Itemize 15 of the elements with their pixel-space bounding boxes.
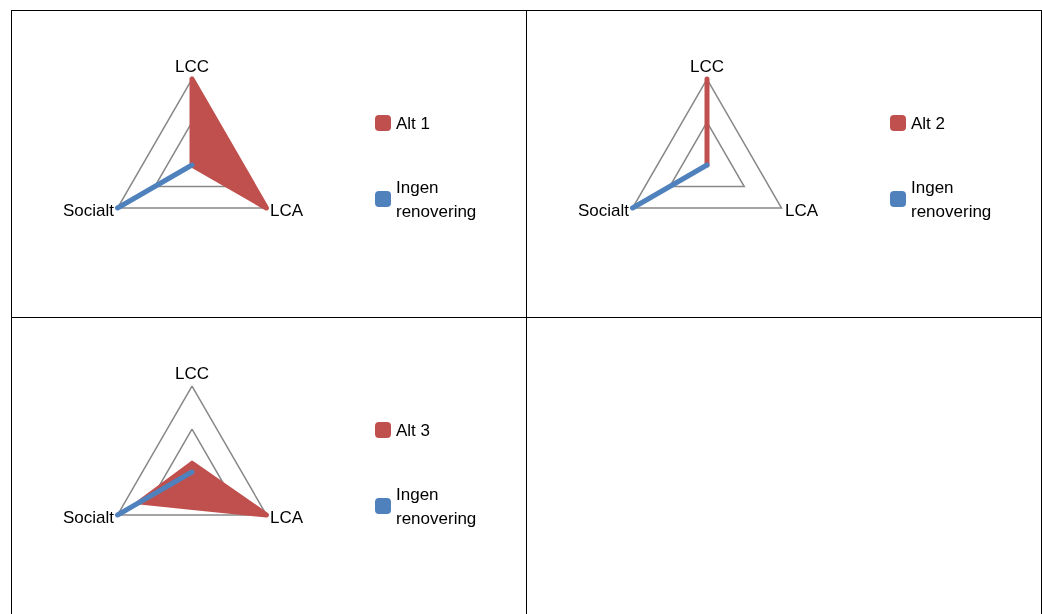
spoke-label: Socialt bbox=[63, 200, 115, 220]
spoke-label: Socialt bbox=[578, 200, 630, 220]
legend-label: Alt 2 bbox=[911, 113, 946, 133]
spoke-label: LCA bbox=[269, 507, 304, 527]
legend-label: Ingen renovering bbox=[396, 484, 477, 528]
spoke-label: LCA bbox=[269, 200, 304, 220]
spoke-label: LCC bbox=[174, 57, 210, 76]
legend-label: Alt 3 bbox=[396, 420, 431, 440]
spoke-label: LCC bbox=[174, 364, 210, 383]
spoke-label: LCC bbox=[689, 57, 725, 76]
legend-label: Alt 1 bbox=[396, 113, 431, 133]
legend-label: Ingen renovering bbox=[911, 177, 992, 221]
spoke-label: LCA bbox=[784, 200, 819, 220]
spoke-label: Socialt bbox=[63, 507, 115, 527]
legend-label: Ingen renovering bbox=[396, 177, 477, 221]
